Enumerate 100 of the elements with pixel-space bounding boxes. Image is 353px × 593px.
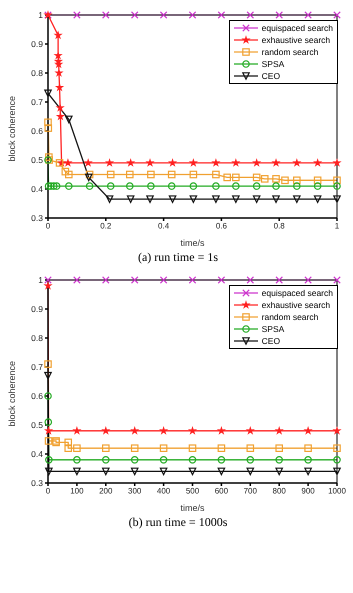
- point: [333, 444, 341, 452]
- point: [218, 444, 226, 452]
- x-axis-title: time/s: [180, 238, 205, 248]
- legend-label: CEO: [262, 336, 280, 346]
- point: [45, 468, 53, 476]
- point: [62, 168, 70, 176]
- point: [333, 276, 341, 284]
- point: [54, 51, 62, 60]
- y-tick-label: 0.3: [31, 213, 44, 224]
- point: [293, 195, 301, 203]
- point: [102, 444, 110, 452]
- point: [218, 11, 226, 19]
- y-tick-label: 0.5: [31, 155, 44, 166]
- point: [126, 158, 135, 166]
- point: [106, 170, 115, 178]
- point: [212, 158, 220, 166]
- point: [73, 444, 81, 452]
- point: [190, 170, 198, 178]
- point: [281, 176, 289, 184]
- point: [44, 182, 52, 190]
- point: [72, 426, 81, 434]
- point: [275, 456, 283, 464]
- point: [218, 468, 226, 476]
- point: [218, 276, 226, 284]
- point: [333, 468, 341, 476]
- point: [56, 104, 64, 112]
- x-tick-label: 1: [334, 222, 340, 231]
- legend-label: CEO: [262, 71, 280, 81]
- point: [314, 176, 322, 184]
- y-tick-label: 0.6: [31, 391, 44, 402]
- point: [126, 182, 134, 190]
- point: [86, 170, 94, 178]
- y-tick-label: 0.5: [31, 420, 44, 430]
- point: [44, 392, 52, 400]
- x-tick-label: 0.8: [274, 222, 286, 231]
- text: (a) run time = 1s: [136, 250, 220, 265]
- y-tick-label: 0.7: [31, 362, 44, 372]
- x-tick-label: 100: [70, 486, 84, 496]
- text: (b) run time = 1000s: [128, 515, 228, 530]
- point: [246, 276, 254, 284]
- point: [304, 426, 312, 434]
- point: [65, 116, 73, 124]
- point: [333, 182, 341, 190]
- point: [188, 276, 196, 284]
- y-tick-label: 0.3: [31, 478, 44, 488]
- point: [102, 426, 110, 434]
- x-tick-label: 400: [156, 486, 171, 496]
- point: [146, 195, 154, 203]
- point: [246, 444, 254, 452]
- y-axis-title: block coherence: [7, 360, 18, 426]
- point: [44, 276, 52, 284]
- y-tick-label: 1: [38, 275, 44, 286]
- point: [65, 170, 73, 178]
- point: [304, 276, 312, 284]
- x-tick-label: 0.6: [216, 222, 228, 231]
- x-tick-label: 600: [214, 486, 229, 496]
- point: [333, 176, 341, 184]
- x-tick-label: 500: [186, 486, 200, 496]
- y-tick-label: 0.9: [31, 304, 44, 314]
- point: [86, 182, 94, 190]
- point: [333, 456, 341, 464]
- legend-label: equispaced search: [262, 288, 333, 298]
- point: [54, 31, 62, 39]
- point: [56, 83, 64, 91]
- point: [64, 158, 72, 166]
- y-tick-label: 0.4: [31, 449, 44, 460]
- point: [160, 11, 168, 19]
- point: [246, 426, 254, 434]
- point: [44, 418, 52, 426]
- point: [160, 444, 168, 452]
- point: [44, 118, 52, 126]
- point: [333, 11, 341, 19]
- point: [130, 444, 138, 452]
- point: [223, 174, 231, 182]
- point: [168, 182, 176, 190]
- point: [188, 426, 196, 434]
- point: [272, 182, 280, 190]
- point: [84, 158, 92, 166]
- point: [64, 438, 72, 446]
- point: [73, 456, 81, 464]
- y-tick-label: 0.8: [31, 333, 44, 344]
- point: [232, 182, 240, 190]
- point: [147, 182, 155, 190]
- legend-label: equispaced search: [262, 23, 333, 33]
- y-tick-label: 0.4: [31, 184, 44, 194]
- point: [212, 195, 220, 203]
- x-tick-label: 200: [99, 486, 114, 496]
- point: [246, 11, 254, 19]
- point: [168, 170, 176, 178]
- y-axis-title: block coherence: [7, 96, 18, 162]
- point: [293, 176, 301, 184]
- point: [275, 468, 283, 476]
- legend-label: SPSA: [262, 324, 284, 334]
- point: [252, 182, 260, 190]
- point: [252, 174, 260, 182]
- point: [56, 112, 64, 120]
- point: [252, 158, 261, 166]
- point: [333, 426, 341, 434]
- point: [168, 195, 176, 203]
- point: [56, 159, 64, 167]
